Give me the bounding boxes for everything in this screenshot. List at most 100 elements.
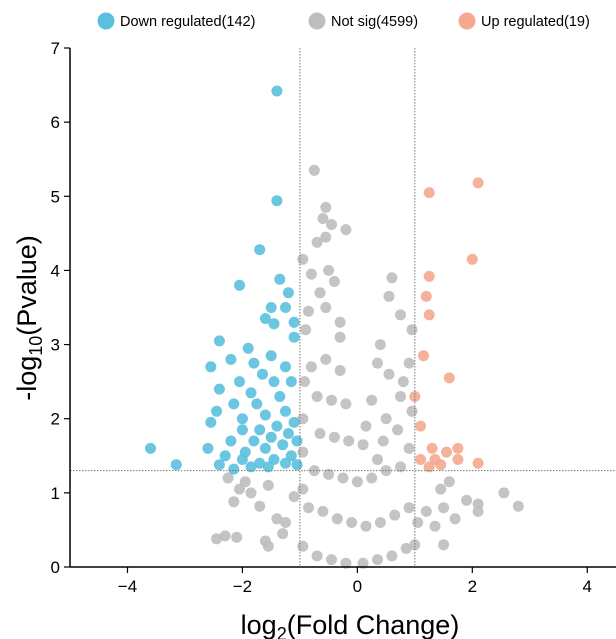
not-sig-point-22 <box>397 376 409 388</box>
down-regulated-point-29 <box>236 413 248 425</box>
down-regulated-point-54 <box>245 461 257 473</box>
not-sig-point-83 <box>351 476 363 488</box>
down-regulated-point-50 <box>254 457 266 469</box>
down-regulated-point-1 <box>271 195 283 207</box>
down-regulated-point-47 <box>145 442 156 454</box>
down-regulated-point-56 <box>280 457 291 469</box>
not-sig-point-52 <box>262 540 274 552</box>
not-sig-point-48 <box>211 533 223 545</box>
not-sig-point-101 <box>299 376 310 388</box>
down-regulated-point-40 <box>282 428 294 439</box>
axes: −4 −2 0 2 4 0 1 2 3 4 5 6 7 <box>51 39 616 596</box>
up-regulated-point-0 <box>423 187 435 199</box>
not-sig-point-93 <box>326 394 337 406</box>
not-sig-point-28 <box>395 391 406 402</box>
down-regulated-point-46 <box>291 435 303 447</box>
up-regulated-point-14 <box>415 454 427 465</box>
x-tick-label-0: −4 <box>118 577 137 596</box>
not-sig-point-68 <box>357 557 369 569</box>
not-sig-point-84 <box>366 472 378 484</box>
down-regulated-point-44 <box>259 442 271 454</box>
up-regulated-point-16 <box>452 454 464 465</box>
not-sig-point-56 <box>234 483 245 495</box>
not-sig-point-35 <box>449 513 461 525</box>
not-sig-point-55 <box>254 500 266 512</box>
not-sig-point-23 <box>300 324 312 336</box>
down-regulated-point-55 <box>262 461 274 473</box>
not-sig-point-71 <box>400 543 412 554</box>
not-sig-point-6 <box>311 236 323 248</box>
not-sig-point-96 <box>320 353 332 365</box>
up-regulated-point-13 <box>452 442 464 454</box>
not-sig-point-43 <box>429 520 441 532</box>
not-sig-point-90 <box>357 439 369 451</box>
not-sig-point-17 <box>395 309 406 321</box>
not-sig-point-74 <box>331 513 343 525</box>
not-sig-point-69 <box>372 554 383 566</box>
not-sig-point-7 <box>297 253 309 265</box>
down-regulated-point-10 <box>288 316 300 328</box>
up-regulated-point-4 <box>420 290 432 302</box>
not-sig-point-1 <box>320 201 332 213</box>
not-sig-point-31 <box>377 435 389 447</box>
not-sig-point-18 <box>406 324 418 336</box>
not-sig-point-66 <box>326 554 337 566</box>
down-regulated-point-14 <box>248 357 260 369</box>
legend-label-down-regulated: Down regulated(142) <box>120 14 255 30</box>
down-regulated-point-13 <box>225 353 237 365</box>
down-regulated-point-51 <box>268 454 280 465</box>
y-tick-label-5: 5 <box>51 187 60 206</box>
not-sig-point-89 <box>343 435 355 447</box>
not-sig-point-30 <box>360 420 372 432</box>
not-sig-point-57 <box>228 496 240 508</box>
not-sig-point-60 <box>222 472 234 484</box>
not-sig-point-54 <box>271 513 283 525</box>
up-regulated-point-1 <box>472 177 484 189</box>
not-sig-point-26 <box>366 394 378 406</box>
not-sig-point-97 <box>334 365 346 376</box>
down-regulated-point-48 <box>170 459 182 471</box>
not-sig-point-58 <box>245 487 257 499</box>
not-sig-point-67 <box>340 557 352 569</box>
not-sig-point-63 <box>280 517 291 528</box>
up-regulated-point-15 <box>423 461 435 473</box>
not-sig-point-95 <box>305 361 317 373</box>
not-sig-point-20 <box>372 357 383 369</box>
up-regulated-point-5 <box>423 309 435 321</box>
not-sig-point-45 <box>412 517 424 528</box>
data-points <box>145 85 524 569</box>
up-regulated-point-2 <box>466 253 478 265</box>
not-sig-point-82 <box>337 472 349 484</box>
y-tick-label-1: 1 <box>51 484 60 503</box>
not-sig-point-9 <box>305 268 317 280</box>
y-tick-label-6: 6 <box>51 113 60 132</box>
down-regulated-point-53 <box>213 459 225 471</box>
not-sig-point-14 <box>303 305 314 317</box>
x-tick-label-1: −2 <box>233 577 252 596</box>
down-regulated-point-11 <box>213 335 225 347</box>
not-sig-point-73 <box>317 505 329 517</box>
not-sig-point-16 <box>383 290 395 302</box>
not-sig-point-76 <box>360 520 372 532</box>
legend-label-not-sig: Not sig(4599) <box>331 14 418 30</box>
y-tick-label-2: 2 <box>51 410 60 429</box>
not-sig-point-29 <box>406 405 418 417</box>
down-regulated-point-49 <box>236 454 248 465</box>
not-sig-point-34 <box>438 502 450 514</box>
up-regulated-point-17 <box>472 457 484 469</box>
up-regulated-point-9 <box>415 420 427 432</box>
not-sig-point-33 <box>403 442 415 454</box>
not-sig-point-64 <box>297 540 309 552</box>
not-sig-point-38 <box>498 487 510 499</box>
x-tick-label-3: 2 <box>468 577 477 596</box>
threshold-lines <box>70 48 616 567</box>
down-regulated-point-31 <box>280 405 291 417</box>
not-sig-point-47 <box>409 539 421 551</box>
not-sig-point-50 <box>231 531 243 543</box>
down-regulated-point-57 <box>291 459 303 471</box>
down-regulated-point-42 <box>219 450 231 462</box>
not-sig-point-25 <box>403 357 415 369</box>
down-regulated-point-34 <box>254 424 266 436</box>
down-regulated-point-16 <box>205 361 217 373</box>
down-regulated-point-17 <box>265 350 277 362</box>
